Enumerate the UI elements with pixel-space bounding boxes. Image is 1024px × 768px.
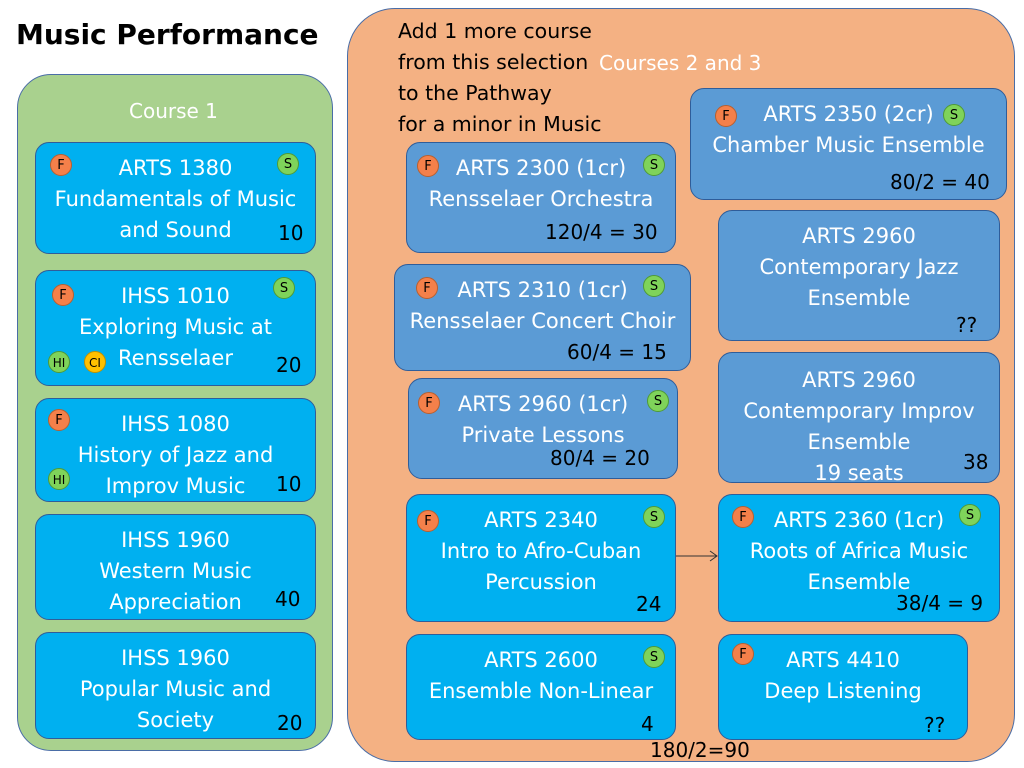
enrollment-count: 24 [636,592,662,616]
course-title-line: Western Music [99,559,252,583]
course-box-arts-2960-private[interactable]: ARTS 2960 (1cr) Private Lessons [408,378,678,479]
spring-badge: S [277,153,299,175]
fall-badge: F [50,154,72,176]
fall-badge: F [52,284,74,306]
course-box-arts-2600[interactable]: ARTS 2600 Ensemble Non-Linear [406,634,676,740]
enrollment-count: ?? [956,313,978,337]
course-code: ARTS 2960 [802,368,916,392]
course-box-arts-2310[interactable]: ARTS 2310 (1cr) Rensselaer Concert Choir [394,264,691,371]
fall-badge: F [417,510,439,532]
course-box-arts-2360[interactable]: ARTS 2360 (1cr) Roots of Africa Music En… [718,494,1000,622]
course-title-line: and Sound [119,218,232,242]
course-title-line: Intro to Afro-Cuban [440,539,642,563]
spring-badge: S [643,646,665,668]
course-title-line: Appreciation [109,590,242,614]
fall-badge: F [48,409,70,431]
course-title-line: Percussion [485,570,597,594]
course-code: ARTS 2310 (1cr) [457,278,628,302]
course-box-arts-4410[interactable]: ARTS 4410 Deep Listening [718,634,968,740]
course-code: IHSS 1010 [121,284,230,308]
course-title-line: Improv Music [105,474,246,498]
course-code: ARTS 2960 [802,224,916,248]
prerequisite-arrow [676,550,718,562]
course-title-line: Society [136,708,215,732]
enrollment-count: 38/4 = 9 [896,591,984,615]
course-box-arts-2960-jazz[interactable]: ARTS 2960 Contemporary Jazz Ensemble [718,210,1000,341]
fall-badge: F [732,506,754,528]
course-box-arts-2300[interactable]: ARTS 2300 (1cr) Rensselaer Orchestra [406,142,676,253]
course-box-arts-2340[interactable]: ARTS 2340 Intro to Afro-Cuban Percussion [406,494,676,622]
enrollment-count: 38 [963,450,989,474]
enrollment-count: 120/4 = 30 [545,220,658,244]
course-title-line: Popular Music and [79,677,272,701]
enrollment-count: 20 [276,353,302,377]
course-title-line: Rensselaer Concert Choir [409,309,676,333]
instruction-text: Add 1 more course from this selection to… [398,19,602,136]
enrollment-count: 4 [641,712,654,736]
enrollment-count: 80/2 = 40 [890,170,990,194]
enrollment-count: 40 [275,587,301,611]
course-box-ihss-1080[interactable]: IHSS 1080 History of Jazz and Improv Mus… [35,398,316,502]
course-code: ARTS 2360 (1cr) [773,508,945,532]
course-title-line: Private Lessons [461,423,625,447]
enrollment-count: 80/4 = 20 [550,446,650,470]
course-code: IHSS 1960 [121,528,230,552]
hi-badge: HI [48,351,70,373]
total-seats: 180/2=90 [650,738,750,762]
course-title-line: Ensemble [807,570,911,594]
course-code: ARTS 2600 [484,648,598,672]
course-code: ARTS 4410 [786,648,900,672]
spring-badge: S [647,390,669,412]
course-box-arts-1380[interactable]: ARTS 1380 Fundamentals of Music and Soun… [35,142,316,254]
courses-2-3-label: Courses 2 and 3 [599,51,762,75]
spring-badge: S [273,277,295,299]
course-title-line: Ensemble Non-Linear [428,679,654,703]
spring-badge: S [643,154,665,176]
course-code: ARTS 2300 (1cr) [455,156,627,180]
course-1-label: Course 1 [129,99,218,123]
course-box-ihss-1960-popular[interactable]: IHSS 1960 Popular Music and Society [35,632,316,739]
course-title-line: Chamber Music Ensemble [712,133,985,157]
course-title-line: Rensselaer [118,346,233,370]
course-code: IHSS 1080 [121,412,230,436]
course-title-line: Roots of Africa Music [749,539,969,563]
spring-badge: S [643,506,665,528]
hi-badge: HI [48,468,70,490]
fall-badge: F [715,105,737,127]
course-code: ARTS 2350 (2cr) [763,102,934,126]
course-code: ARTS 2340 [484,508,598,532]
fall-badge: F [732,643,754,665]
enrollment-count: ?? [924,713,946,737]
spring-badge: S [643,275,665,297]
course-title-line: Ensemble [807,286,911,310]
enrollment-count: 10 [276,472,302,496]
enrollment-count: 60/4 = 15 [567,340,667,364]
course-title-line: Exploring Music at [78,315,273,339]
enrollment-count: 20 [277,711,303,735]
seat-count: 19 seats [814,461,904,485]
fall-badge: F [416,277,438,299]
spring-badge: S [959,504,981,526]
course-box-arts-2960-improv[interactable]: ARTS 2960 Contemporary Improv Ensemble 1… [718,352,1000,485]
course-box-ihss-1010[interactable]: IHSS 1010 Exploring Music at Rensselaer [35,270,316,386]
course-title-line: Deep Listening [764,679,922,703]
enrollment-count: 10 [278,221,304,245]
course-title-line: Fundamentals of Music [54,187,297,211]
ci-badge: CI [84,351,106,373]
spring-badge: S [943,104,965,126]
course-title-line: History of Jazz and [77,443,274,467]
course-box-ihss-1960-western[interactable]: IHSS 1960 Western Music Appreciation [35,514,316,620]
course-title-line: Ensemble [807,430,911,454]
course-title-line: Contemporary Improv [743,399,975,423]
course-title-line: Rensselaer Orchestra [428,187,654,211]
course-code: ARTS 2960 (1cr) [457,392,629,416]
fall-badge: F [417,155,439,177]
page-title: Music Performance [16,18,319,51]
course-code: IHSS 1960 [121,646,230,670]
course-title-line: Contemporary Jazz [759,255,959,279]
fall-badge: F [418,392,440,414]
course-code: ARTS 1380 [118,156,233,180]
